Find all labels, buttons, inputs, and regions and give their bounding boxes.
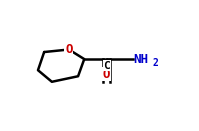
Text: 2: 2 <box>153 58 158 68</box>
Text: O: O <box>65 43 73 56</box>
Text: NH: NH <box>133 53 148 66</box>
Text: C: C <box>103 61 110 71</box>
Text: O: O <box>103 68 110 81</box>
